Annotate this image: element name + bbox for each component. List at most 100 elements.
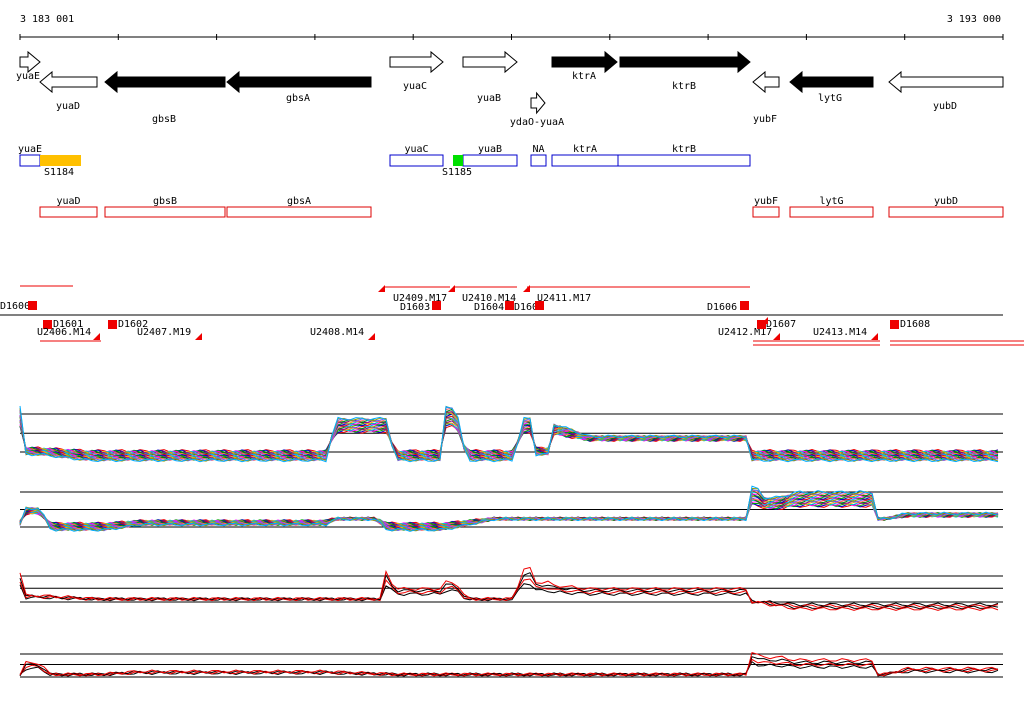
gene-arrow	[226, 70, 372, 94]
forward-gene-label: yuaC	[404, 144, 428, 155]
segment-marker	[740, 301, 749, 310]
expression-profile	[19, 583, 999, 607]
expression-profile	[19, 421, 999, 455]
expression-profile	[19, 578, 999, 608]
gene-arrow	[752, 70, 780, 94]
reverse-gene-box	[39, 206, 98, 218]
segment-label: D1604	[474, 302, 504, 313]
segment-label: D1602	[118, 319, 148, 330]
forward-gene-label: yuaB	[478, 144, 502, 155]
segment-label: D1606	[707, 302, 737, 313]
gene-label: yubF	[753, 114, 777, 125]
gene-arrow	[39, 70, 98, 94]
segment-corner	[773, 333, 780, 340]
gene-arrow	[19, 50, 41, 74]
forward-gene-box	[551, 154, 619, 167]
gene-arrow	[462, 50, 518, 74]
segment-marker	[43, 320, 52, 329]
segment-corner	[93, 333, 100, 340]
segment-label: D1608	[900, 319, 930, 330]
segment-label: D1600	[0, 301, 30, 312]
gene-label: ktrB	[672, 81, 696, 92]
forward-gene-box	[389, 154, 444, 167]
gene-label: yuaD	[56, 101, 80, 112]
ruler-end: 3 193 000	[947, 14, 1001, 25]
forward-gene-box	[19, 154, 41, 167]
gene-label: yuaB	[477, 93, 501, 104]
segment-label: U2413.M14	[813, 327, 867, 338]
gene-label: yuaE	[16, 71, 40, 82]
expression-profile	[19, 566, 999, 611]
forward-gene-label: ktrA	[573, 144, 597, 155]
forward-gene-label: NA	[532, 144, 544, 155]
expression-profile	[19, 421, 999, 455]
reverse-gene-box	[752, 206, 780, 218]
forward-gene-box	[462, 154, 518, 167]
gene-label: lytG	[818, 93, 842, 104]
segment-corner	[368, 333, 375, 340]
segment-corner	[448, 285, 455, 292]
reverse-gene-label: gbsA	[287, 196, 311, 207]
forward-gene-label: ktrB	[672, 144, 696, 155]
gene-arrow	[888, 70, 1004, 94]
gene-arrow	[104, 70, 226, 94]
gene-arrow	[789, 70, 874, 94]
feature-box	[40, 155, 81, 166]
segment-label: D1605	[514, 302, 544, 313]
segment-corner	[523, 285, 530, 292]
segment-label: U2408.M14	[310, 327, 364, 338]
expression-profile	[19, 658, 999, 677]
segment-corner	[195, 333, 202, 340]
segment-marker	[28, 301, 37, 310]
segment-corner	[871, 333, 878, 340]
segment-label: U2410.M14	[462, 293, 516, 304]
gene-arrow	[389, 50, 444, 74]
gene-arrow	[530, 91, 546, 115]
expression-profile	[19, 405, 999, 463]
segment-label: D1601	[53, 319, 83, 330]
reverse-gene-box	[789, 206, 874, 218]
gene-label: yuaC	[403, 81, 427, 92]
segment-marker	[432, 301, 441, 310]
segment-label: D1603	[400, 302, 430, 313]
reverse-gene-box	[226, 206, 372, 218]
gene-label: ktrA	[572, 71, 596, 82]
expression-profile	[19, 420, 999, 456]
segment-marker	[757, 320, 766, 329]
gene-label: ydaO-yuaA	[510, 117, 564, 128]
segment-label: U2412.M17	[718, 327, 772, 338]
gene-label: yubD	[933, 101, 957, 112]
segment-marker	[108, 320, 117, 329]
reverse-gene-box	[104, 206, 226, 218]
expression-profile	[19, 423, 999, 454]
segment-marker	[535, 301, 544, 310]
reverse-gene-box	[888, 206, 1004, 218]
forward-gene-label: yuaE	[18, 144, 42, 155]
expression-profile	[19, 485, 999, 532]
forward-gene-box	[617, 154, 751, 167]
segment-label: U2409.M17	[393, 293, 447, 304]
feature-label: S1184	[44, 167, 74, 178]
gene-label: gbsA	[286, 93, 310, 104]
forward-gene-box	[530, 154, 547, 167]
expression-profile	[19, 424, 999, 454]
gene-arrow	[619, 50, 751, 74]
feature-box	[453, 155, 463, 166]
segment-label: D1607	[766, 319, 796, 330]
segment-marker	[890, 320, 899, 329]
reverse-gene-label: gbsB	[153, 196, 177, 207]
segment-label: U2407.M19	[137, 327, 191, 338]
expression-profile	[19, 423, 999, 454]
segment-label: U2406.M14	[37, 327, 91, 338]
segment-marker	[505, 301, 514, 310]
segment-label: U2411.M17	[537, 293, 591, 304]
reverse-gene-label: lytG	[819, 196, 843, 207]
gene-arrow	[551, 50, 618, 74]
expression-profile	[19, 651, 999, 677]
gene-label: gbsB	[152, 114, 176, 125]
feature-label: S1185	[442, 167, 472, 178]
ruler-start: 3 183 001	[20, 14, 74, 25]
reverse-gene-label: yubD	[934, 196, 958, 207]
segment-corner	[761, 317, 768, 324]
